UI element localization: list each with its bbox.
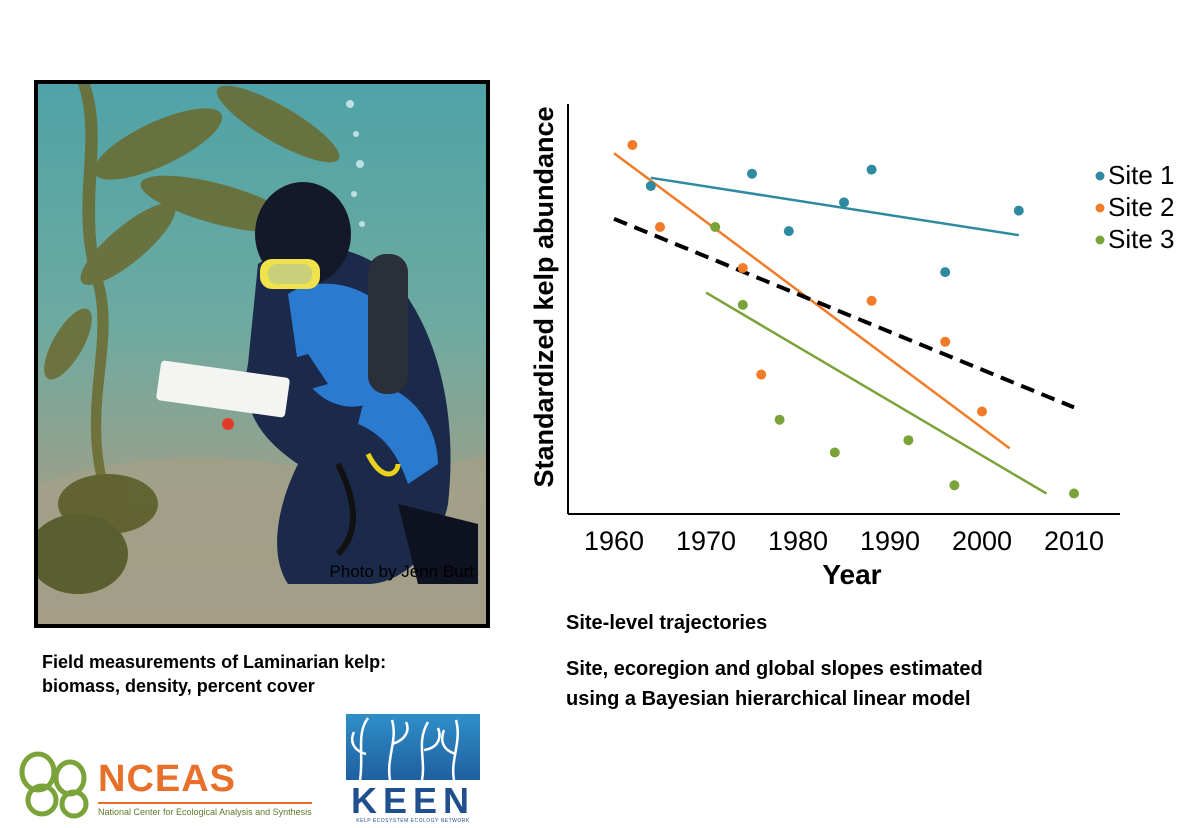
data-point-site-1	[1013, 205, 1024, 216]
data-point-site-2	[737, 263, 748, 273]
data-point-site-1	[645, 181, 656, 191]
x-tick-label: 1980	[768, 526, 828, 556]
trend-line-site-1	[650, 176, 1019, 237]
global-trend-line	[613, 216, 1075, 410]
nceas-subtitle: National Center for Ecological Analysis …	[98, 802, 312, 817]
x-tick-label: 1990	[860, 526, 920, 556]
data-point-site-1	[940, 267, 951, 278]
data-point-site-2	[655, 222, 665, 232]
photo-credit: Photo by Jenn Burt	[329, 562, 474, 581]
legend-marker	[1095, 203, 1105, 213]
nceas-logo: NCEAS National Center for Ecological Ana…	[18, 748, 338, 826]
trend-line-site-2	[613, 152, 1011, 450]
legend-marker	[1095, 171, 1105, 181]
data-point-site-3	[1069, 488, 1079, 499]
photo-caption: Field measurements of Laminarian kelp: b…	[42, 650, 502, 698]
cropped-title-fragment	[150, 0, 240, 16]
data-point-site-2	[756, 369, 767, 380]
data-point-site-1	[783, 226, 794, 237]
keen-wordmark: KEEN	[350, 780, 476, 821]
data-point-site-2	[866, 295, 877, 306]
butterfly-icon	[19, 751, 89, 819]
diver-photo: Photo by Jenn Burt	[34, 80, 490, 628]
chart-caption-model-line1: Site, ecoregion and global slopes estima…	[566, 658, 983, 680]
kelp-abundance-chart: 1960 1970 1980 1990 2000 2010 Year Standardized…	[529, 104, 1175, 590]
photo-caption-line1: Field measurements of Laminarian kelp:	[42, 652, 387, 672]
data-point-site-3	[903, 435, 914, 446]
diver-illustration	[38, 84, 486, 624]
legend-label: Site 3	[1108, 224, 1175, 254]
keen-subtitle: KELP ECOSYSTEM ECOLOGY NETWORK	[356, 818, 470, 824]
y-axis-label: Standardized kelp abundance	[529, 106, 559, 487]
data-point-site-2	[627, 140, 638, 150]
data-point-site-3	[949, 480, 960, 491]
data-point-site-3	[774, 414, 785, 425]
keen-panel	[346, 714, 480, 781]
data-point-site-1	[866, 164, 877, 175]
x-axis-label: Year	[822, 559, 881, 590]
trend-line-site-3	[705, 291, 1048, 495]
x-tick-label: 1960	[584, 526, 644, 556]
data-point-site-1	[747, 168, 757, 179]
photo-caption-line2: biomass, density, percent cover	[42, 676, 315, 696]
x-tick-label: 1970	[676, 526, 736, 556]
chart-caption-model-line2: using a Bayesian hierarchical linear mod…	[566, 688, 971, 710]
data-point-site-2	[940, 336, 951, 347]
data-point-site-3	[710, 222, 721, 232]
nceas-wordmark: NCEAS	[98, 758, 237, 800]
legend-label: Site 1	[1108, 160, 1175, 190]
legend-label: Site 2	[1108, 192, 1175, 222]
data-point-site-3	[829, 447, 840, 458]
x-tick-label: 2010	[1044, 526, 1104, 556]
x-tick-label: 2000	[952, 526, 1012, 556]
data-point-site-1	[839, 197, 849, 208]
chart-caption-model: Site, ecoregion and global slopes estima…	[566, 654, 1166, 714]
data-point-site-3	[737, 299, 748, 310]
data-point-site-2	[977, 406, 987, 417]
keen-logo: KEEN KELP ECOSYSTEM ECOLOGY NETWORK	[346, 714, 480, 826]
legend-marker	[1095, 235, 1105, 245]
chart-caption-trajectories: Site-level trajectories	[566, 612, 768, 634]
kelp-leaves-icon	[350, 717, 459, 781]
